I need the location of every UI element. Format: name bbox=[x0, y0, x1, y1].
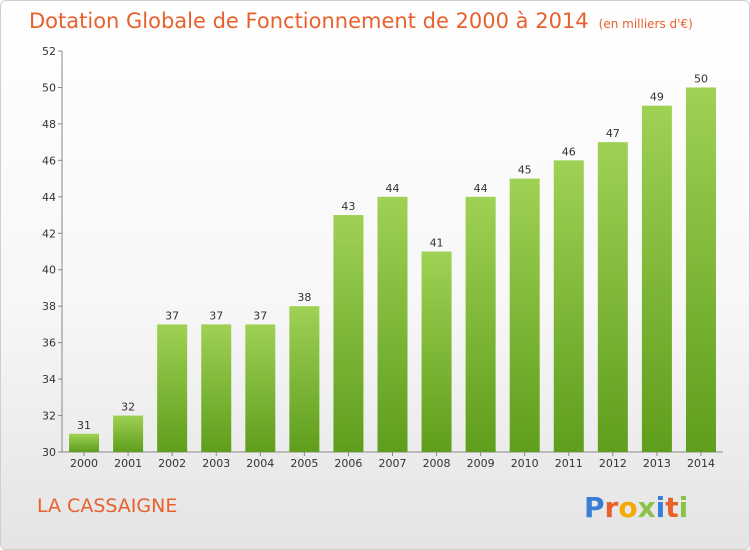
data-label: 45 bbox=[518, 164, 532, 177]
x-tick-label: 2008 bbox=[423, 457, 451, 470]
x-tick-label: 2006 bbox=[334, 457, 362, 470]
data-label: 37 bbox=[209, 309, 223, 322]
bar-2007 bbox=[377, 196, 408, 452]
data-label: 31 bbox=[77, 419, 91, 432]
data-labels: 31 32 37 37 37 38 43 44 41 44 45 46 47 49 50 bbox=[77, 72, 708, 431]
bar-2009 bbox=[465, 196, 496, 452]
chart-subtitle: (en milliers d'€) bbox=[598, 17, 693, 31]
x-tick-label: 2003 bbox=[202, 457, 230, 470]
bar-2008 bbox=[421, 251, 452, 452]
y-tick-label: 36 bbox=[42, 337, 56, 350]
y-tick-label: 34 bbox=[42, 373, 56, 386]
data-label: 43 bbox=[341, 200, 355, 213]
commune-name: LA CASSAIGNE bbox=[37, 495, 178, 517]
x-tick-label: 2014 bbox=[687, 457, 715, 470]
x-tick-label: 2013 bbox=[643, 457, 671, 470]
y-tick-label: 50 bbox=[42, 81, 56, 94]
y-tick-label: 30 bbox=[42, 446, 56, 459]
logo-letter: t bbox=[665, 491, 679, 524]
y-tick-label: 46 bbox=[42, 154, 56, 167]
logo-letter: i bbox=[678, 491, 689, 524]
data-label: 46 bbox=[562, 145, 576, 158]
data-label: 37 bbox=[253, 309, 267, 322]
y-tick-label: 38 bbox=[42, 300, 56, 313]
bar-2014 bbox=[685, 87, 716, 453]
x-tick-label: 2000 bbox=[70, 457, 98, 470]
bar-2006 bbox=[333, 215, 364, 452]
x-tick-label: 2005 bbox=[290, 457, 318, 470]
x-tick-label: 2010 bbox=[511, 457, 539, 470]
logo-letter: o bbox=[618, 491, 638, 524]
x-tick-label: 2007 bbox=[379, 457, 407, 470]
x-tick-label: 2004 bbox=[246, 457, 274, 470]
bars bbox=[69, 87, 716, 453]
x-tick-label: 2002 bbox=[158, 457, 186, 470]
x-tick-label: 2001 bbox=[114, 457, 142, 470]
data-label: 44 bbox=[386, 182, 400, 195]
chart-title-text: Dotation Globale de Fonctionnement de 20… bbox=[29, 9, 589, 33]
bar-2010 bbox=[509, 178, 540, 452]
data-label: 49 bbox=[650, 91, 664, 104]
data-label: 44 bbox=[474, 182, 488, 195]
data-label: 32 bbox=[121, 401, 135, 414]
chart-title: Dotation Globale de Fonctionnement de 20… bbox=[29, 9, 693, 33]
data-label: 38 bbox=[297, 291, 311, 304]
y-tick-label: 48 bbox=[42, 118, 56, 131]
logo-letter: r bbox=[604, 491, 619, 524]
y-tick-label: 40 bbox=[42, 264, 56, 277]
data-label: 37 bbox=[165, 309, 179, 322]
bar-2000 bbox=[69, 433, 100, 452]
bar-2002 bbox=[157, 324, 188, 452]
x-tick-label: 2011 bbox=[555, 457, 583, 470]
axes: 30 32 34 36 38 40 42 44 46 48 50 52 2000 2001 2002 2003… bbox=[42, 45, 723, 470]
data-label: 50 bbox=[694, 72, 708, 85]
bar-2001 bbox=[113, 415, 144, 452]
y-tick-label: 44 bbox=[42, 191, 56, 204]
data-label: 47 bbox=[606, 127, 620, 140]
bar-2013 bbox=[641, 105, 672, 452]
logo-letter: i bbox=[655, 491, 666, 524]
y-tick-label: 32 bbox=[42, 410, 56, 423]
logo-letter: x bbox=[637, 491, 656, 524]
logo-letter: P bbox=[584, 491, 605, 524]
bar-2012 bbox=[597, 142, 628, 453]
y-tick-label: 42 bbox=[42, 227, 56, 240]
data-label: 41 bbox=[430, 237, 444, 250]
bar-2005 bbox=[289, 306, 320, 452]
bar-2011 bbox=[553, 160, 584, 452]
y-tick-label: 52 bbox=[42, 45, 56, 58]
x-tick-label: 2012 bbox=[599, 457, 627, 470]
bar-2004 bbox=[245, 324, 276, 452]
x-tick-label: 2009 bbox=[467, 457, 495, 470]
bar-2003 bbox=[201, 324, 232, 452]
proxiti-logo: Proxiti bbox=[584, 491, 688, 524]
